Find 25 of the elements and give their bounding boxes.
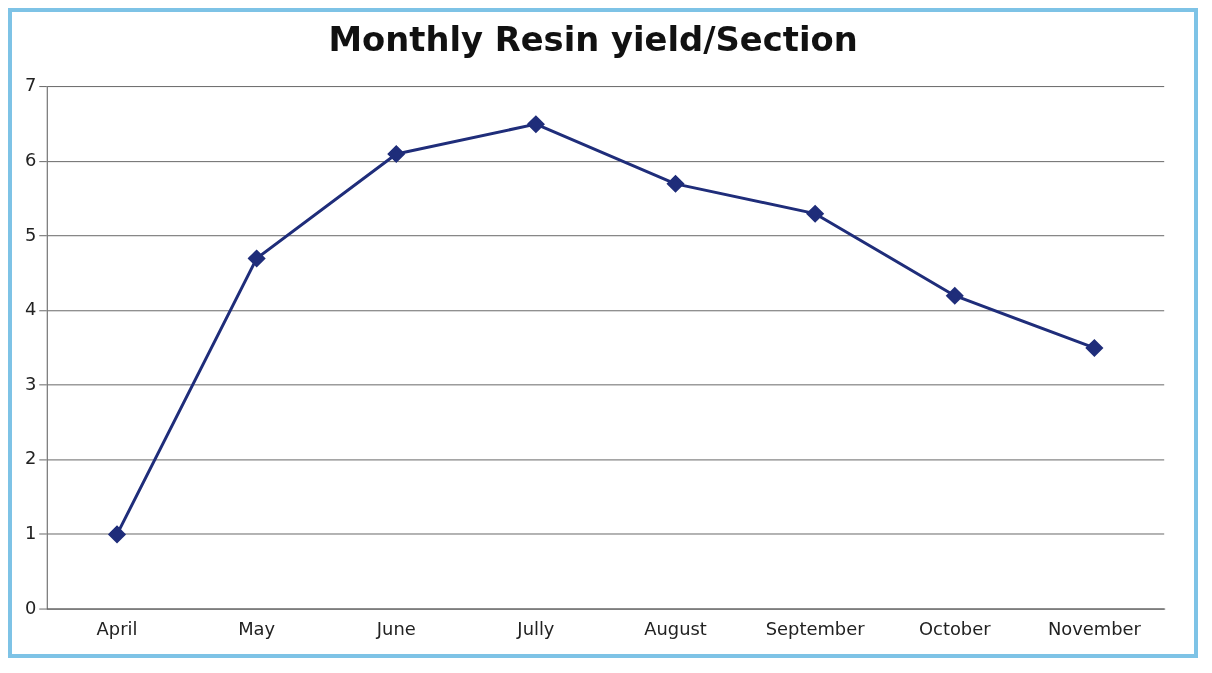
- y-tick-label: 0: [24, 596, 37, 618]
- y-tick-label: 6: [24, 149, 37, 171]
- x-tick-label: April: [96, 618, 138, 640]
- x-tick-label: September: [765, 618, 866, 640]
- x-tick-label: June: [375, 618, 416, 640]
- point: [806, 205, 824, 223]
- y-tick-label: 3: [24, 372, 37, 394]
- point: [667, 175, 684, 193]
- point: [1085, 339, 1103, 357]
- x-tick-label: November: [1047, 618, 1142, 640]
- point: [946, 287, 964, 305]
- point: [108, 525, 126, 543]
- x-tick-label: May: [238, 618, 276, 640]
- y-tick-label: 5: [24, 223, 37, 245]
- y-tick-label: 2: [24, 447, 37, 469]
- point: [527, 115, 545, 133]
- x-tick-label: August: [644, 618, 707, 640]
- point: [387, 145, 405, 163]
- x-tick-label: October: [919, 618, 992, 640]
- y-tick-label: 4: [24, 298, 37, 320]
- x-tick-label: Jully: [516, 618, 555, 640]
- y-tick-label: 1: [24, 522, 37, 543]
- y-tick-label: 7: [24, 74, 37, 96]
- chart-title: Monthly Resin yield/Section: [328, 19, 858, 59]
- point: [248, 250, 266, 267]
